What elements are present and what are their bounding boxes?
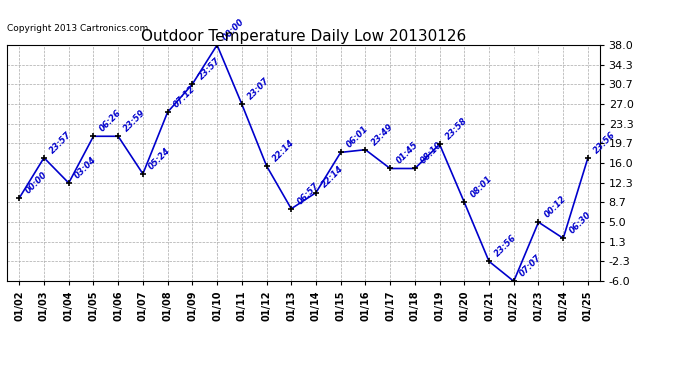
Text: 08:01: 08:01	[469, 174, 494, 200]
Text: 01:45: 01:45	[394, 140, 420, 166]
Text: 22:14: 22:14	[320, 165, 346, 190]
Text: 23:57: 23:57	[48, 130, 74, 155]
Text: 00:00: 00:00	[23, 170, 49, 195]
Text: 05:24: 05:24	[147, 146, 172, 171]
Title: Outdoor Temperature Daily Low 20130126: Outdoor Temperature Daily Low 20130126	[141, 29, 466, 44]
Text: 08:10: 08:10	[419, 140, 444, 166]
Text: 23:56: 23:56	[493, 233, 519, 259]
Text: 00:12: 00:12	[542, 194, 568, 219]
Text: 23:07: 23:07	[246, 76, 271, 101]
Text: 23:59: 23:59	[122, 108, 148, 134]
Text: 06:26: 06:26	[97, 108, 123, 134]
Text: 00:00: 00:00	[221, 17, 246, 42]
Text: 06:01: 06:01	[345, 124, 371, 150]
Text: 06:57: 06:57	[295, 181, 321, 206]
Text: 23:49: 23:49	[370, 122, 395, 147]
Text: 23:56: 23:56	[592, 130, 618, 155]
Text: 23:57: 23:57	[197, 56, 222, 81]
Text: Copyright 2013 Cartronics.com: Copyright 2013 Cartronics.com	[7, 24, 148, 33]
Text: 06:30: 06:30	[567, 210, 593, 236]
Text: 22:14: 22:14	[270, 138, 296, 163]
Text: 07:12: 07:12	[172, 84, 197, 110]
Text: 23:58: 23:58	[444, 116, 469, 141]
Text: 03:04: 03:04	[73, 155, 98, 180]
Text: 07:07: 07:07	[518, 253, 543, 279]
